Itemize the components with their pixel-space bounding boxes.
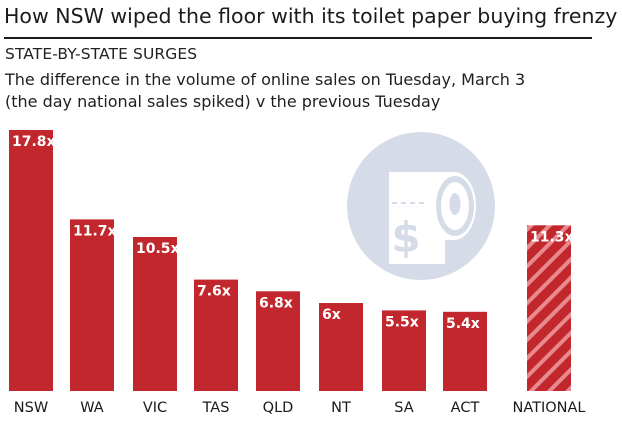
data-label-qld: 6.8x (259, 295, 293, 311)
title-divider (4, 37, 592, 39)
tick-label-national: NATIONAL (512, 400, 585, 416)
tick-label-sa: SA (394, 400, 413, 416)
tick-label-tas: TAS (202, 400, 230, 416)
x-axis-labels: NSW WA VIC TAS QLD NT SA ACT NATIONAL (14, 400, 586, 416)
data-label-nsw: 17.8x (12, 134, 56, 150)
toilet-paper-dollar-icon: $ (347, 132, 495, 280)
bar-sa (382, 310, 426, 391)
roll-core (449, 193, 461, 215)
bar-nt (319, 303, 363, 391)
tick-label-nt: NT (331, 400, 351, 416)
bars-layer: 17.8x 11.7x 10.5x 7.6x 6.8x 6x 5.5x 5.4x 11.3x (9, 130, 574, 391)
data-label-vic: 10.5x (136, 241, 180, 257)
chart-kicker: STATE-BY-STATE SURGES (5, 45, 198, 63)
data-label-sa: 5.5x (385, 314, 419, 330)
tick-label-wa: WA (80, 400, 104, 416)
bar-wa (70, 219, 114, 391)
tick-label-qld: QLD (263, 400, 294, 416)
bar-tas (194, 279, 238, 391)
tick-label-nsw: NSW (14, 400, 48, 416)
bar-act (443, 311, 487, 391)
dollar-sign-icon: $ (391, 213, 420, 262)
chart-title: How NSW wiped the floor with its toilet … (4, 4, 618, 28)
chart-subtitle-line-1: The difference in the volume of online s… (5, 70, 526, 89)
data-label-act: 5.4x (446, 316, 480, 332)
tick-label-act: ACT (451, 400, 480, 416)
bar-nsw (9, 130, 53, 391)
bar-national (527, 225, 571, 391)
data-label-tas: 7.6x (197, 284, 231, 300)
chart-subtitle-line-2: (the day national sales spiked) v the pr… (5, 92, 441, 111)
tick-label-vic: VIC (143, 400, 167, 416)
data-label-nt: 6x (322, 307, 341, 323)
chart-subtitle: The difference in the volume of online s… (5, 69, 605, 113)
data-label-national: 11.3x (530, 229, 574, 245)
bar-vic (133, 237, 177, 391)
bar-qld (256, 291, 300, 391)
data-label-wa: 11.7x (73, 223, 117, 239)
